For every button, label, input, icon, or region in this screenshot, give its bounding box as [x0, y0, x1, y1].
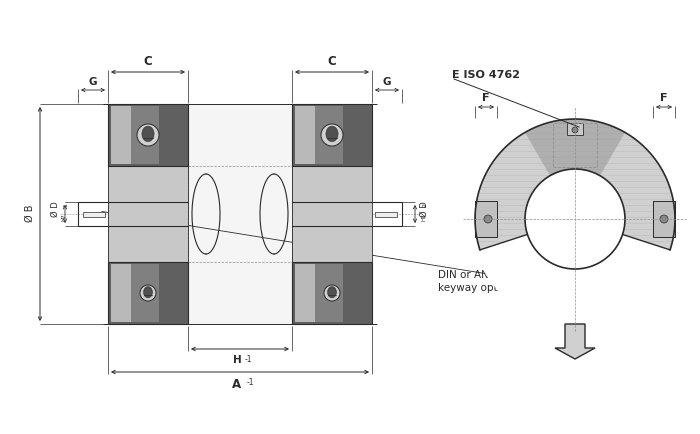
Text: 1: 1 — [63, 203, 68, 207]
Bar — [188, 105, 292, 324]
Bar — [315, 107, 343, 164]
Bar — [475, 201, 497, 237]
Bar — [83, 212, 105, 217]
Bar — [131, 264, 159, 322]
Bar — [292, 167, 372, 263]
Text: C: C — [328, 55, 337, 68]
Circle shape — [525, 170, 625, 270]
Polygon shape — [328, 287, 337, 298]
Bar — [292, 105, 372, 167]
Bar — [375, 212, 397, 217]
Bar — [567, 124, 583, 136]
Text: A: A — [232, 377, 241, 390]
Text: H7: H7 — [421, 213, 426, 220]
Text: E ISO 4762: E ISO 4762 — [452, 70, 520, 80]
Polygon shape — [475, 233, 675, 324]
Bar — [108, 167, 188, 263]
Bar — [295, 264, 315, 322]
Bar — [295, 107, 315, 164]
Bar — [111, 264, 131, 322]
Circle shape — [475, 120, 675, 319]
Text: keyway optional: keyway optional — [438, 283, 523, 293]
Circle shape — [572, 128, 578, 134]
Text: DIN or ANSI: DIN or ANSI — [438, 270, 498, 279]
Text: H: H — [232, 354, 241, 364]
Text: Ø D: Ø D — [51, 201, 60, 217]
Bar — [292, 263, 372, 324]
Text: -1: -1 — [245, 354, 253, 363]
Bar — [131, 107, 159, 164]
Bar — [292, 105, 372, 167]
Polygon shape — [144, 287, 153, 298]
Bar — [111, 107, 131, 164]
Polygon shape — [555, 324, 595, 359]
Bar — [653, 201, 675, 237]
Circle shape — [140, 285, 156, 301]
Text: G: G — [383, 77, 391, 87]
Bar — [108, 105, 188, 167]
Bar — [108, 263, 188, 324]
Text: F: F — [660, 93, 668, 103]
Text: C: C — [144, 55, 153, 68]
Text: -1: -1 — [247, 377, 255, 386]
Circle shape — [324, 285, 340, 301]
Text: F: F — [482, 93, 490, 103]
Text: Ø D: Ø D — [420, 201, 429, 217]
Polygon shape — [142, 127, 154, 142]
Text: H7: H7 — [62, 213, 66, 220]
Text: G: G — [89, 77, 97, 87]
Bar — [315, 264, 343, 322]
Text: Ø B: Ø B — [25, 204, 35, 221]
Bar — [292, 167, 372, 263]
Bar — [108, 167, 188, 263]
Bar — [108, 263, 188, 324]
Circle shape — [137, 125, 159, 147]
Circle shape — [484, 216, 492, 224]
Circle shape — [321, 125, 343, 147]
Bar — [108, 105, 188, 167]
Bar — [553, 124, 597, 168]
Polygon shape — [326, 127, 338, 142]
Wedge shape — [525, 120, 625, 176]
Text: 2: 2 — [423, 203, 428, 207]
Bar — [292, 263, 372, 324]
Circle shape — [660, 216, 668, 224]
